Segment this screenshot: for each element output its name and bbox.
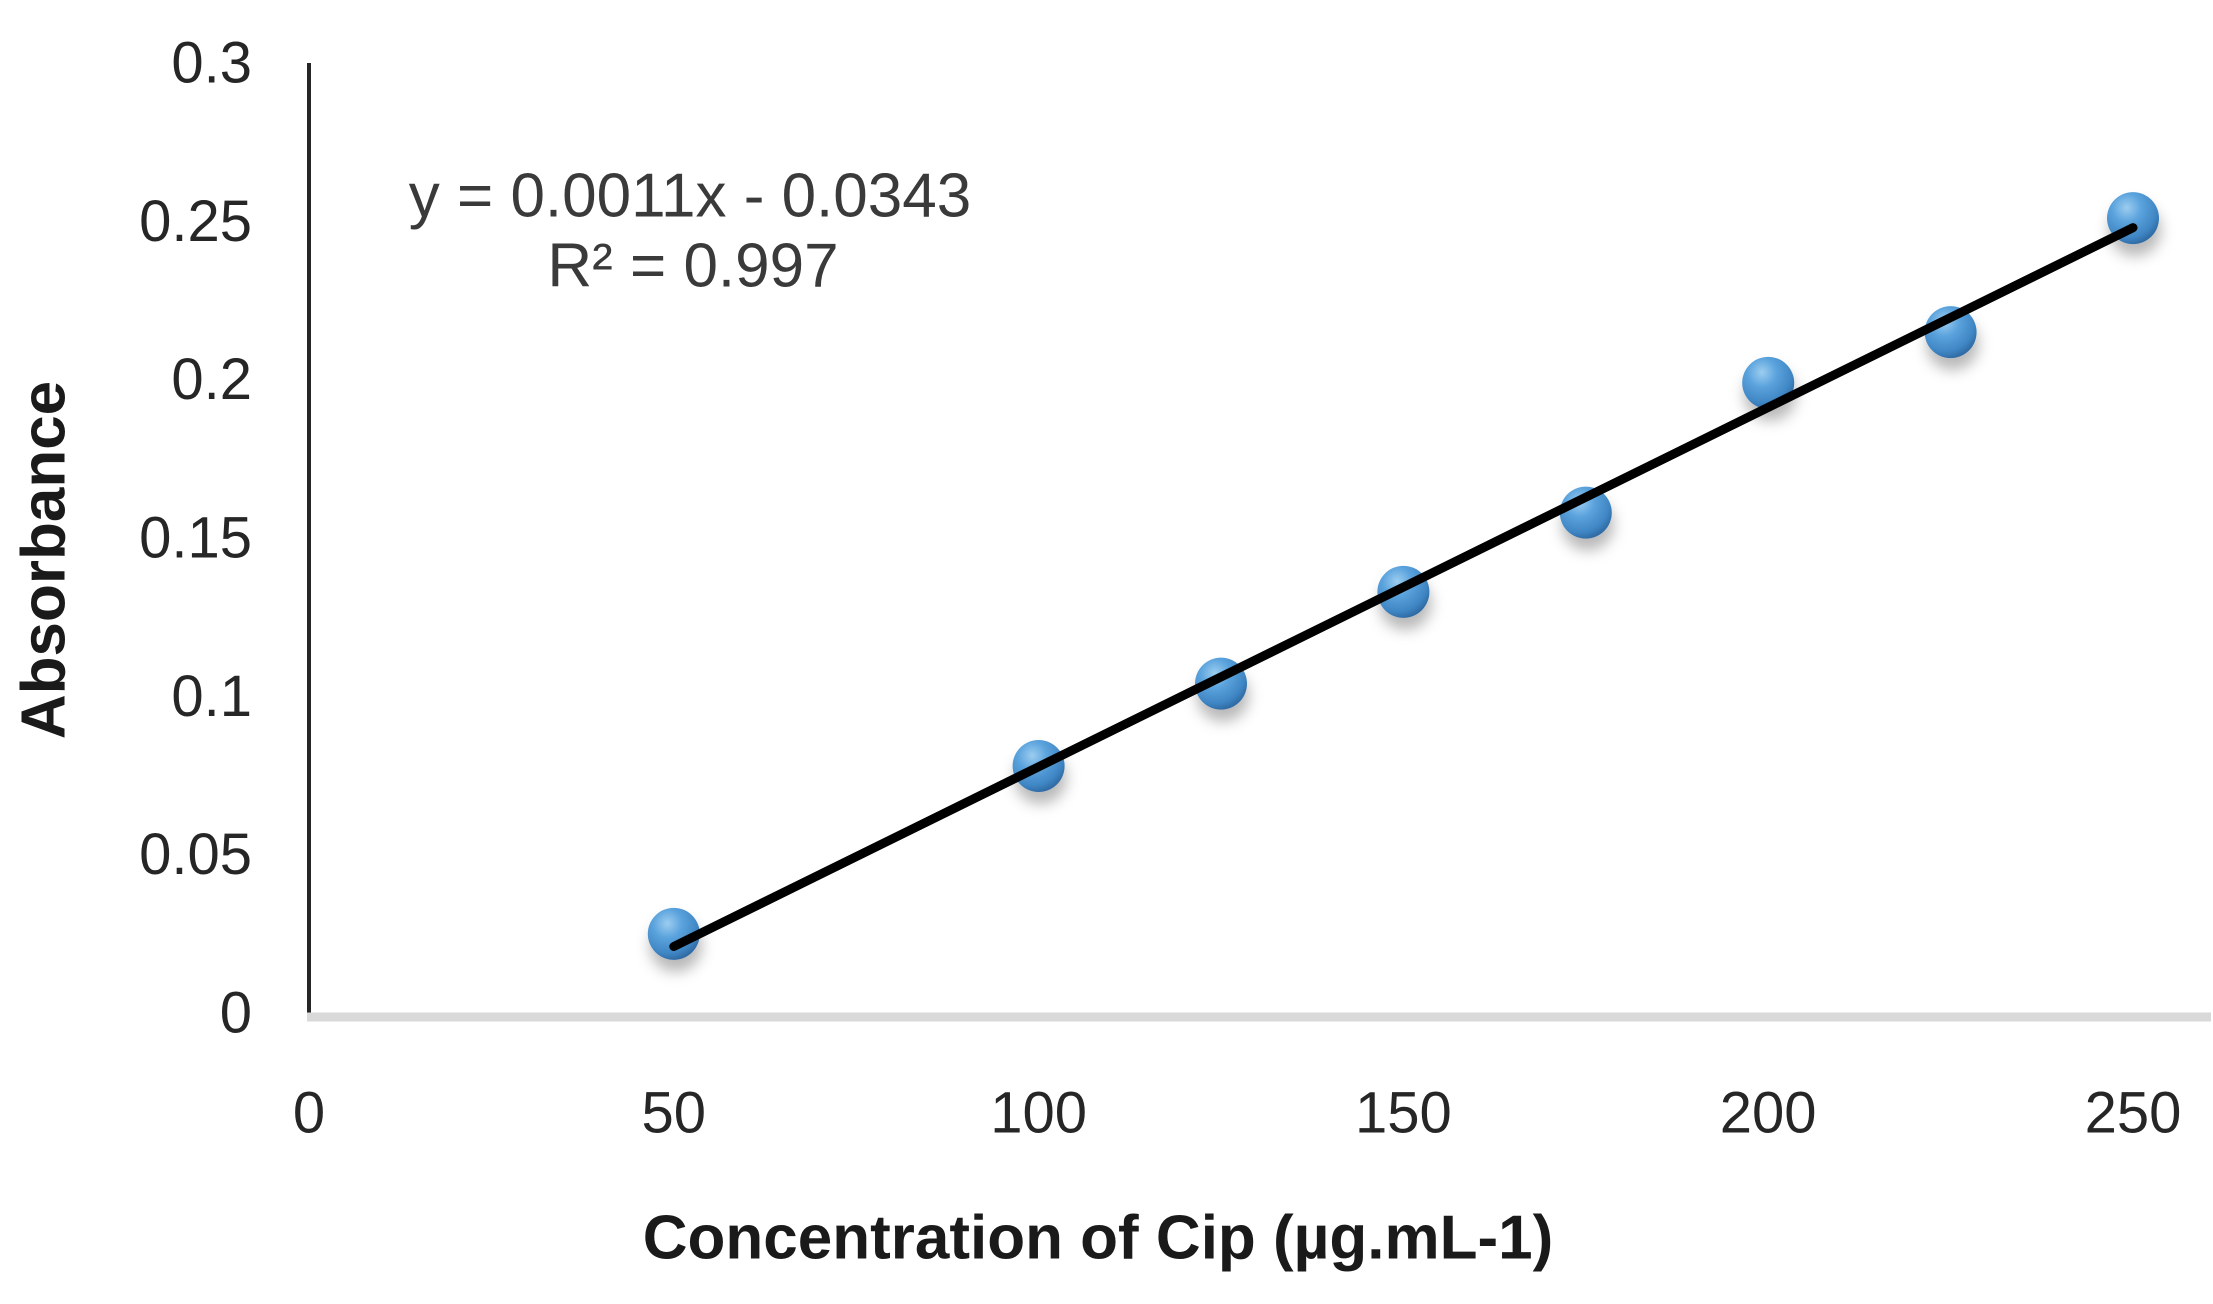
equation-text: y = 0.0011x - 0.0343 — [409, 162, 971, 231]
data-point-marker — [1742, 356, 1795, 409]
y-tick-label: 0.2 — [171, 347, 252, 412]
y-tick-label: 0.25 — [139, 189, 252, 254]
x-axis: 0 50 100 150 200 250 — [293, 1012, 2211, 1146]
x-tick-label: 250 — [2085, 1081, 2182, 1146]
x-tick-label: 150 — [1355, 1081, 1452, 1146]
x-tick-labels: 0 50 100 150 200 250 — [293, 1081, 2182, 1146]
y-tick-label: 0.1 — [171, 664, 252, 729]
x-tick-label: 200 — [1720, 1081, 1817, 1146]
trendline-group — [669, 223, 2138, 951]
y-axis-title: Absorbance — [10, 381, 79, 739]
r-squared-text: R² = 0.997 — [547, 232, 838, 301]
trendline — [669, 223, 2138, 951]
x-tick-label: 0 — [293, 1081, 325, 1146]
x-tick-label: 100 — [990, 1081, 1087, 1146]
data-point-marker — [647, 907, 700, 960]
y-tick-label: 0.05 — [139, 822, 252, 887]
y-axis: 0 0.05 0.1 0.15 0.2 0.25 0.3 — [139, 30, 311, 1046]
y-tick-label: 0.15 — [139, 505, 252, 570]
equation-annotation: y = 0.0011x - 0.0343 R² = 0.997 — [409, 162, 971, 301]
y-tick-label: 0 — [220, 981, 252, 1046]
x-axis-title: Concentration of Cip (µg.mL-1) — [643, 1204, 1554, 1273]
y-tick-label: 0.3 — [171, 30, 252, 95]
y-tick-labels: 0 0.05 0.1 0.15 0.2 0.25 0.3 — [139, 30, 252, 1045]
x-tick-label: 50 — [642, 1081, 707, 1146]
